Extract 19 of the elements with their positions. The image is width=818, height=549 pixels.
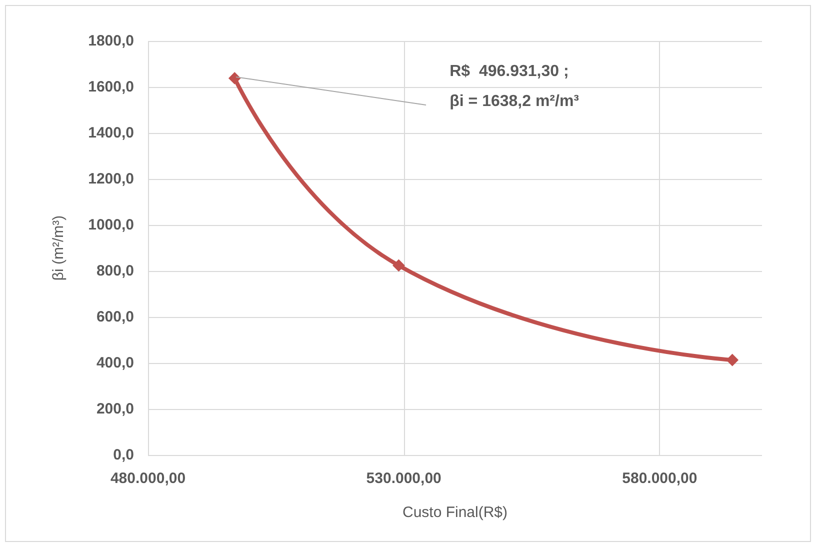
y-tick-label: 400,0: [96, 354, 134, 372]
x-tick-label: 480.000,00: [110, 470, 186, 487]
y-tick-label: 800,0: [96, 262, 134, 280]
y-tick-label: 1200,0: [88, 170, 134, 188]
point: [228, 72, 241, 84]
y-tick-label: 1600,0: [88, 78, 134, 96]
y-axis-title: βi (m²/m³): [50, 215, 67, 281]
x-tick-label: 580.000,00: [622, 470, 698, 487]
y-tick-label: 1400,0: [88, 124, 134, 142]
point: [392, 259, 405, 272]
x-axis-title: Custo Final(R$): [402, 504, 508, 521]
annotation: R$ 496.931,30 ; βi = 1638,2 m²/m³: [450, 62, 580, 112]
point: [726, 354, 738, 366]
y-tick-label: 200,0: [96, 400, 134, 418]
y-tick-label: 1800,0: [88, 32, 134, 50]
y-tick-label: 0,0: [113, 446, 134, 464]
y-tick-label: 1000,0: [88, 216, 134, 234]
y-tick-label: 600,0: [96, 308, 134, 326]
x-tick-label: 530.000,00: [366, 470, 442, 487]
